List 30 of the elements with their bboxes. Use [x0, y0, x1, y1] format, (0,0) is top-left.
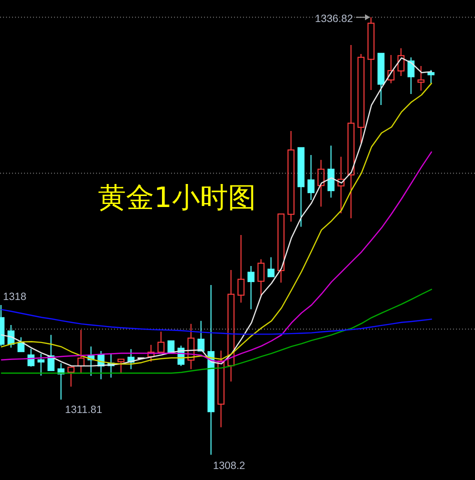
candlestick — [68, 366, 74, 388]
candlestick — [308, 154, 314, 200]
candlestick — [288, 130, 294, 222]
candlestick — [78, 329, 84, 374]
candlestick — [238, 234, 244, 304]
candlestick — [318, 159, 324, 208]
candlestick — [208, 284, 214, 456]
annotation: 1336.82 — [315, 13, 354, 25]
candlestick — [378, 52, 384, 106]
annotation: 1308.2 — [213, 460, 246, 472]
candlestick — [198, 320, 204, 352]
candlestick — [298, 147, 304, 228]
annotation: 1311.81 — [65, 404, 102, 416]
candlestick — [398, 48, 404, 76]
annotation: 1318 — [3, 291, 27, 303]
candlestick — [338, 156, 344, 214]
candlestick — [188, 323, 194, 370]
candlestick — [328, 145, 334, 198]
candlestick — [248, 265, 254, 310]
candlestick — [418, 66, 424, 92]
text: 黄金1小时图 — [98, 181, 256, 215]
candlestick — [278, 214, 284, 284]
candlestick — [228, 269, 234, 382]
candlestick — [268, 256, 274, 278]
candlestick — [118, 358, 124, 374]
candlestick — [348, 44, 354, 219]
candlestick — [218, 350, 224, 428]
candlestick — [158, 331, 164, 353]
candlestick — [358, 53, 364, 144]
candlestick — [388, 54, 394, 84]
